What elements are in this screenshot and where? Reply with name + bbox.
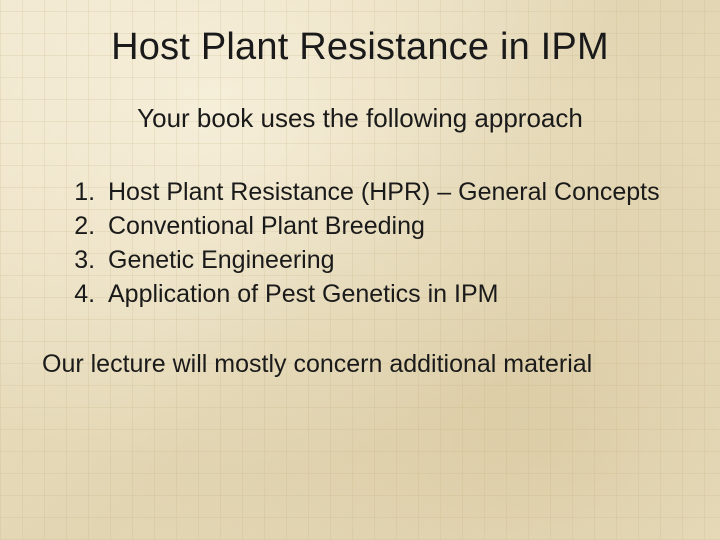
slide-subtitle: Your book uses the following approach: [36, 103, 684, 134]
slide-footer-note: Our lecture will mostly concern addition…: [42, 350, 684, 379]
approach-list: Host Plant Resistance (HPR) – General Co…: [46, 176, 684, 310]
list-item: Application of Pest Genetics in IPM: [102, 278, 684, 310]
list-item: Genetic Engineering: [102, 244, 684, 276]
list-item: Conventional Plant Breeding: [102, 210, 684, 242]
list-item: Host Plant Resistance (HPR) – General Co…: [102, 176, 684, 208]
slide-title: Host Plant Resistance in IPM: [36, 26, 684, 69]
